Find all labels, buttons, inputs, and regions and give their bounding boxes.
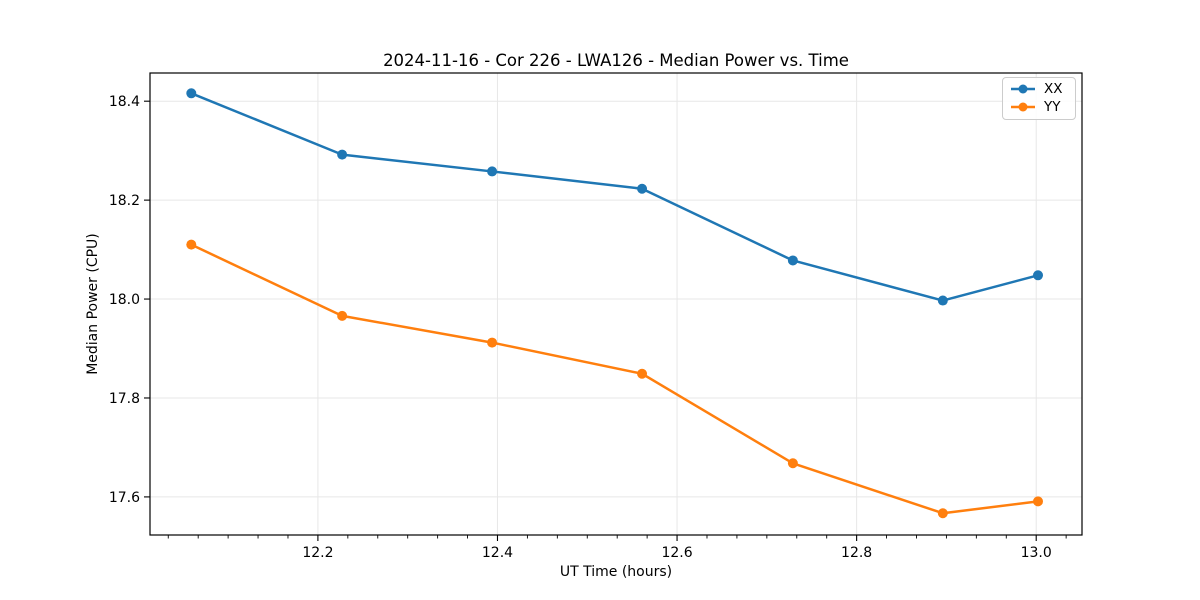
x-tick-label: 12.8 bbox=[841, 545, 872, 561]
x-tick-label: 12.4 bbox=[482, 545, 513, 561]
data-point-yy bbox=[937, 508, 948, 519]
axes-layer: 12.2 12.4 12.6 12.8 13.0 17.6 17.8 18.0 18.2 18.4 bbox=[109, 72, 1083, 561]
y-tick-label: 17.8 bbox=[109, 391, 140, 407]
data-point-xx bbox=[787, 255, 798, 266]
data-point-xx bbox=[637, 183, 648, 194]
data-point-yy bbox=[487, 337, 498, 348]
data-point-yy bbox=[186, 239, 197, 250]
data-point-yy bbox=[787, 458, 798, 469]
data-point-xx bbox=[487, 166, 498, 177]
line-marker-icon bbox=[1011, 84, 1035, 94]
data-point-yy bbox=[637, 368, 648, 379]
line-marker-icon bbox=[1011, 102, 1035, 112]
data-point-xx bbox=[1033, 270, 1044, 281]
data-point-xx bbox=[937, 295, 948, 306]
data-point-yy bbox=[1033, 496, 1044, 507]
legend-item-yy: YY bbox=[1009, 98, 1069, 115]
data-point-xx bbox=[186, 88, 197, 99]
chart-title: 2024-11-16 - Cor 226 - LWA126 - Median P… bbox=[383, 51, 849, 70]
data-point-yy bbox=[337, 310, 348, 321]
legend-label-xx: XX bbox=[1044, 81, 1063, 97]
series-layer bbox=[186, 88, 1044, 519]
y-tick-label: 17.6 bbox=[109, 490, 140, 506]
legend-label-yy: YY bbox=[1044, 98, 1061, 115]
y-tick-label: 18.0 bbox=[109, 292, 140, 308]
x-tick-label: 13.0 bbox=[1021, 545, 1052, 561]
x-axis-label: UT Time (hours) bbox=[560, 564, 672, 580]
axes-box bbox=[149, 72, 1083, 536]
y-tick-label: 18.2 bbox=[109, 193, 140, 209]
y-axis-label: Median Power (CPU) bbox=[85, 233, 101, 375]
data-point-xx bbox=[337, 149, 348, 160]
grid-layer bbox=[150, 73, 1082, 535]
legend: XX YY bbox=[1002, 77, 1076, 120]
legend-item-xx: XX bbox=[1009, 82, 1069, 97]
x-tick-label: 12.6 bbox=[661, 545, 692, 561]
x-tick-label: 12.2 bbox=[302, 545, 333, 561]
y-tick-label: 18.4 bbox=[109, 94, 140, 110]
